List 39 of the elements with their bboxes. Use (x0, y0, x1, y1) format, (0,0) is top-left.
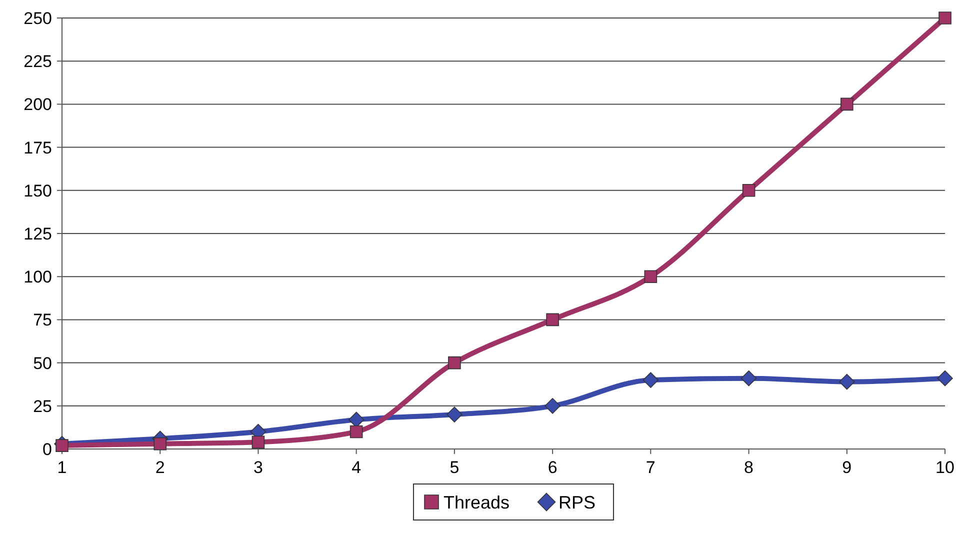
point (56, 439, 68, 452)
x-tick-label: 1 (57, 458, 67, 477)
x-tick-label: 5 (450, 458, 460, 477)
x-tick-label: 9 (842, 458, 852, 477)
point (840, 98, 854, 111)
x-tick-label: 7 (646, 458, 656, 477)
point (350, 425, 363, 438)
y-tick-label: 250 (24, 8, 52, 28)
y-tick-label: 150 (24, 181, 52, 200)
y-tick-label: 225 (24, 52, 52, 72)
point (154, 437, 167, 450)
point (546, 313, 559, 326)
legend-label: RPS (558, 492, 596, 512)
point (644, 270, 658, 283)
y-tick-label: 75 (33, 310, 52, 330)
x-tick-label: 4 (352, 458, 362, 477)
point (252, 436, 265, 449)
y-tick-label: 25 (33, 396, 52, 416)
point (838, 374, 855, 390)
y-tick-label: 175 (24, 138, 52, 158)
x-tick-label: 2 (155, 458, 165, 477)
x-tick-label: 8 (744, 458, 754, 477)
point (938, 12, 952, 24)
point (937, 370, 953, 386)
point (642, 372, 659, 388)
y-tick-label: 100 (24, 268, 52, 287)
legend-label: Threads (444, 492, 510, 512)
point (544, 398, 560, 414)
y-tick-label: 125 (24, 224, 52, 244)
y-tick-label: 0 (42, 440, 52, 459)
point (446, 406, 462, 422)
point (740, 370, 757, 386)
y-tick-label: 50 (33, 354, 52, 373)
x-tick-label: 10 (936, 458, 954, 477)
point (448, 356, 461, 370)
x-tick-label: 3 (253, 458, 263, 477)
y-tick-label: 200 (24, 95, 52, 114)
x-tick-label: 6 (548, 458, 558, 477)
point (742, 184, 756, 197)
